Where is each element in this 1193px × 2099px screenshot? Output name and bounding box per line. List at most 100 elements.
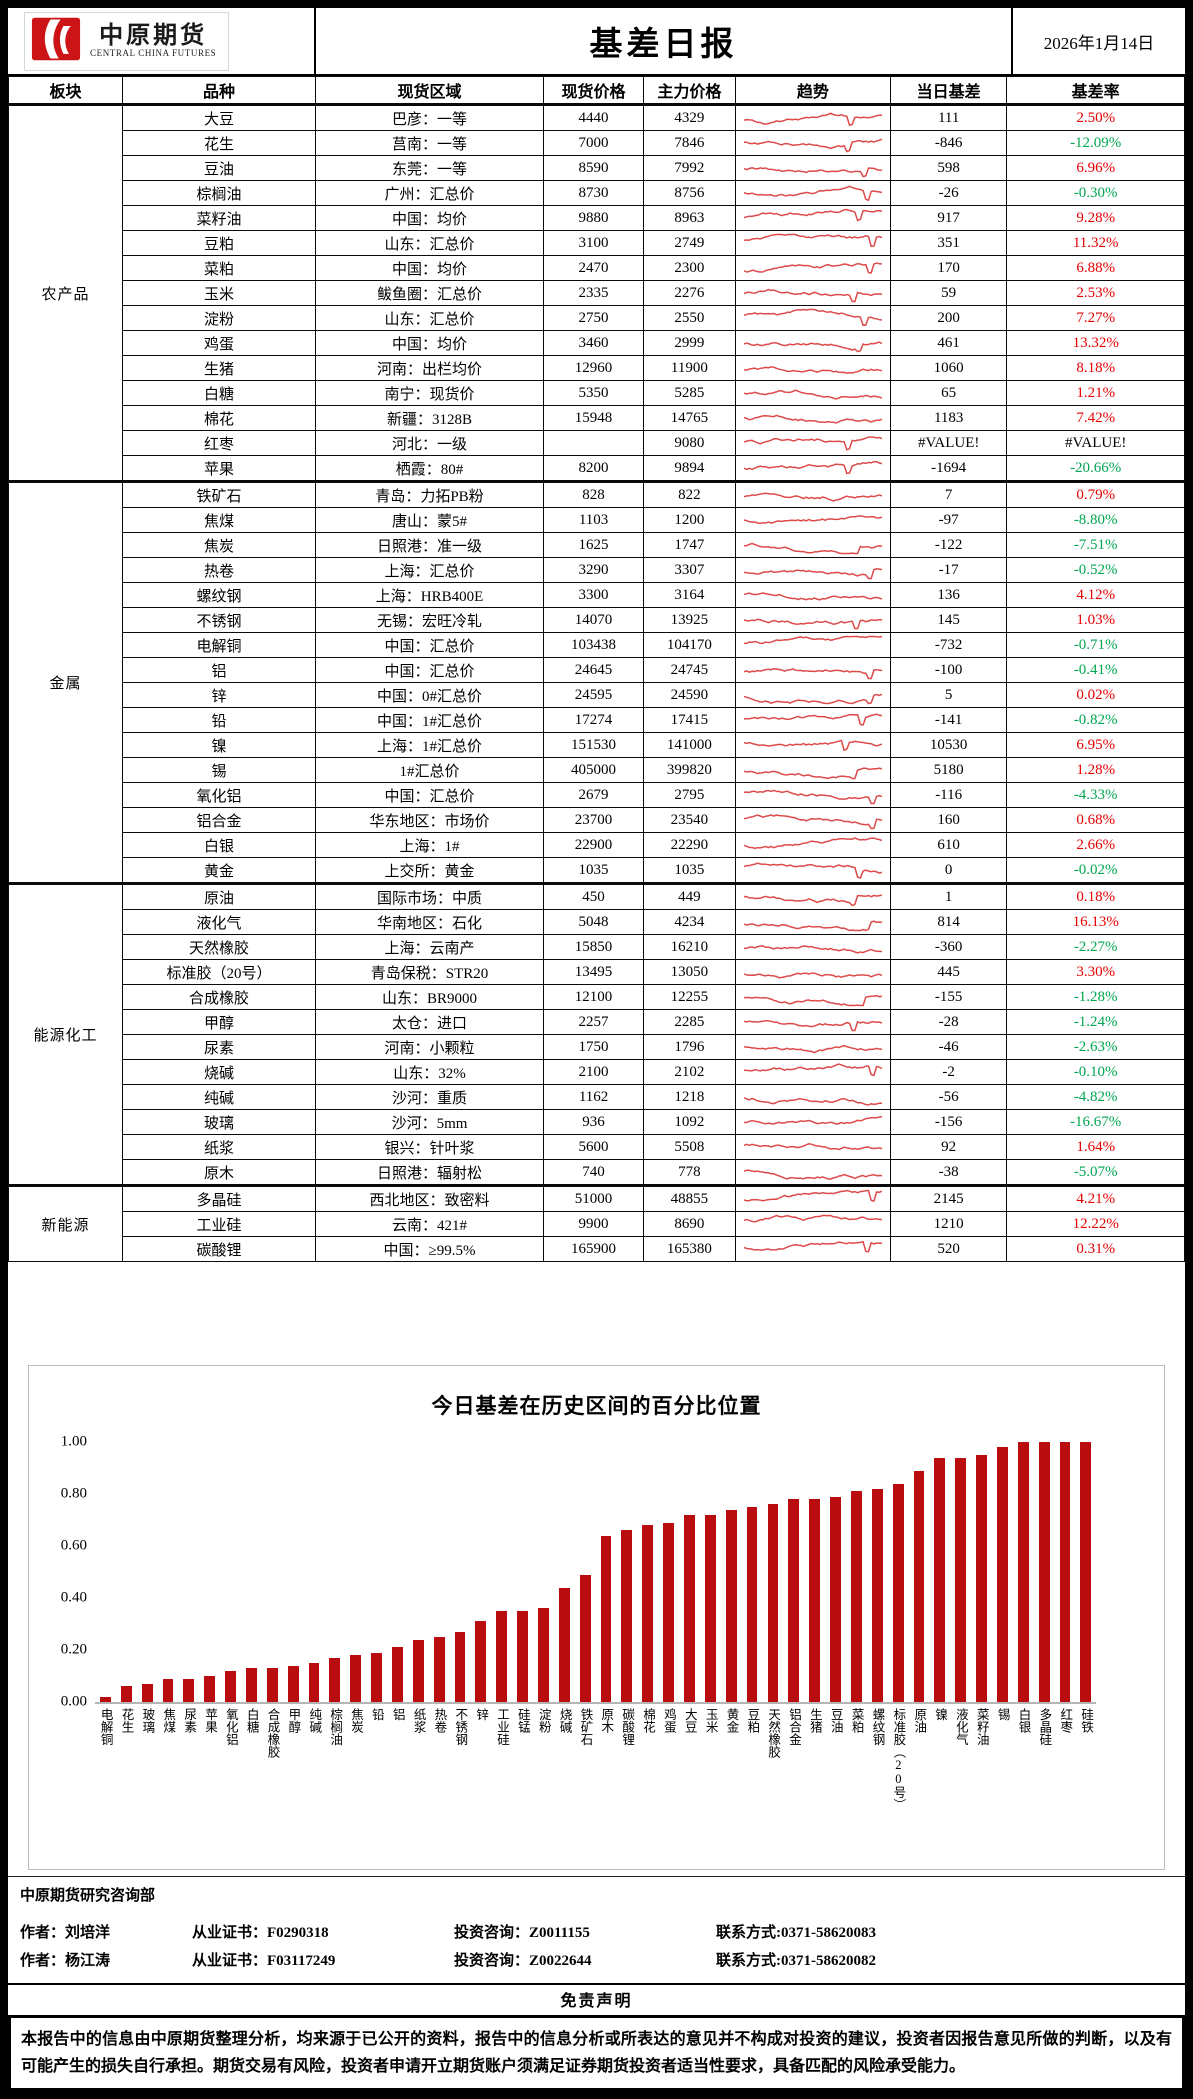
chart-bar bbox=[850, 1490, 862, 1702]
cell-main-price: 3164 bbox=[643, 582, 736, 608]
sector-label: 农产品 bbox=[8, 103, 124, 482]
chart-bar bbox=[329, 1657, 341, 1702]
cell-spot-price: 828 bbox=[543, 480, 645, 508]
cell-variety: 生猪 bbox=[122, 355, 316, 381]
cell-daily-basis: 145 bbox=[889, 607, 1008, 633]
cell-daily-basis: -156 bbox=[889, 1109, 1008, 1135]
cell-daily-basis: -26 bbox=[889, 180, 1008, 206]
cell-daily-basis: -46 bbox=[889, 1034, 1008, 1060]
trend-sparkline bbox=[734, 707, 891, 733]
report-date: 2026年1月14日 bbox=[1043, 33, 1155, 53]
cell-basis-rate: -4.82% bbox=[1006, 1084, 1185, 1110]
cell-main-price: 48855 bbox=[643, 1184, 736, 1212]
chart-bar bbox=[704, 1514, 716, 1702]
cell-daily-basis: -2 bbox=[889, 1059, 1008, 1085]
cell-variety: 玻璃 bbox=[122, 1109, 316, 1135]
y-axis-tick: 0.00 bbox=[60, 1693, 87, 1710]
cell-daily-basis: 7 bbox=[889, 480, 1008, 508]
chart-bar bbox=[1059, 1441, 1071, 1702]
cell-variety: 液化气 bbox=[122, 909, 316, 935]
cell-region: 广州：汇总价 bbox=[314, 180, 545, 206]
chart-x-label: 锌 bbox=[474, 1707, 489, 1721]
cell-region: 山东：BR9000 bbox=[314, 984, 545, 1010]
chart-bar-slot bbox=[700, 1442, 721, 1702]
table-row: 黄金 上交所：黄金 1035 1035 0 -0.02% bbox=[9, 857, 1185, 884]
author-row: 作者：杨江涛 从业证书：F03117249 投资咨询：Z0022644 联系方式:03… bbox=[20, 1949, 1173, 1970]
chart-x-label: 标准胶（20号） bbox=[891, 1707, 906, 1811]
chart-bar bbox=[371, 1652, 383, 1702]
cell-main-price: 23540 bbox=[643, 807, 736, 833]
chart-bar bbox=[392, 1646, 403, 1702]
cell-daily-basis: 170 bbox=[889, 255, 1008, 281]
chart-x-label: 氧化铝 bbox=[223, 1707, 238, 1746]
cell-daily-basis: -116 bbox=[889, 782, 1008, 808]
cell-basis-rate: -8.80% bbox=[1006, 507, 1185, 533]
chart-x-label: 棕榈油 bbox=[328, 1707, 343, 1746]
chart-bar-slot bbox=[283, 1442, 304, 1702]
chart-bar bbox=[642, 1524, 654, 1702]
cell-region: 青岛：力拓PB粉 bbox=[314, 480, 545, 508]
cell-daily-basis: -141 bbox=[889, 707, 1008, 733]
spacer bbox=[8, 1262, 1185, 1365]
trend-sparkline bbox=[734, 230, 891, 256]
chart-bar bbox=[558, 1587, 570, 1702]
cell-basis-rate: -20.66% bbox=[1006, 455, 1185, 482]
cell-daily-basis: 92 bbox=[889, 1134, 1008, 1160]
cell-main-price: 9894 bbox=[643, 455, 736, 482]
cell-variety: 黄金 bbox=[122, 857, 316, 884]
trend-sparkline bbox=[734, 607, 891, 633]
cell-variety: 镍 bbox=[122, 732, 316, 758]
trend-sparkline bbox=[734, 1184, 891, 1212]
trend-sparkline bbox=[734, 657, 891, 683]
table-row: 铅中国：1#汇总价 17274 17415 -141 -0.82% bbox=[9, 707, 1185, 733]
trend-sparkline bbox=[734, 959, 891, 985]
cell-spot-price: 17274 bbox=[543, 707, 645, 733]
trend-sparkline bbox=[734, 1159, 891, 1186]
chart-x-label: 甲醇 bbox=[286, 1707, 301, 1733]
cell-daily-basis: 5180 bbox=[889, 757, 1008, 783]
cell-region: 鲅鱼圈：汇总价 bbox=[314, 280, 545, 306]
chart-bar bbox=[725, 1509, 737, 1702]
chart-x-label: 红枣 bbox=[1058, 1707, 1073, 1733]
trend-sparkline bbox=[734, 832, 891, 858]
cell-region: 华南地区：石化 bbox=[314, 909, 545, 935]
table-row: 花生 莒南：一等 7000 7846 -846 -12.09% bbox=[9, 130, 1185, 156]
cell-basis-rate: -0.52% bbox=[1006, 557, 1185, 583]
cell-variety: 棉花 bbox=[122, 405, 316, 431]
company-logo-icon bbox=[31, 16, 81, 67]
chart-bar bbox=[746, 1506, 758, 1702]
cell-region: 西北地区：致密料 bbox=[314, 1184, 545, 1212]
trend-sparkline bbox=[734, 782, 891, 808]
chart-bar-slot bbox=[721, 1442, 742, 1702]
table-row: 碳酸锂 中国：≥99.5% 165900 165380 520 0.31% bbox=[9, 1236, 1185, 1262]
department-name: 中原期货研究咨询部 bbox=[20, 1887, 156, 1904]
cell-region: 栖霞：80# bbox=[314, 455, 545, 482]
cell-daily-basis: 136 bbox=[889, 582, 1008, 608]
cell-spot-price: 9880 bbox=[543, 205, 645, 231]
cell-region: 山东：32% bbox=[314, 1059, 545, 1085]
cell-region: 唐山：蒙5# bbox=[314, 507, 545, 533]
cell-basis-rate: -16.67% bbox=[1006, 1109, 1185, 1135]
chart-bar bbox=[1038, 1441, 1050, 1702]
cell-variety: 淀粉 bbox=[122, 305, 316, 331]
chart-x-label: 螺纹钢 bbox=[870, 1707, 885, 1746]
cell-daily-basis: #VALUE! bbox=[889, 430, 1008, 456]
chart-bar-slot bbox=[408, 1442, 429, 1702]
cell-main-price: 4329 bbox=[643, 103, 736, 131]
trend-sparkline bbox=[734, 1134, 891, 1160]
trend-sparkline bbox=[734, 355, 891, 381]
chart-x-label: 纯碱 bbox=[307, 1707, 322, 1733]
cell-region: 银兴：针叶浆 bbox=[314, 1134, 545, 1160]
chart-x-label: 大豆 bbox=[682, 1707, 697, 1733]
cell-spot-price: 22900 bbox=[543, 832, 645, 858]
chart-bar-slot bbox=[241, 1442, 262, 1702]
cell-daily-basis: -155 bbox=[889, 984, 1008, 1010]
table-row: 电解铜 中国：汇总价 103438 104170 -732 -0.71% bbox=[9, 632, 1185, 658]
cell-spot-price: 2257 bbox=[543, 1009, 645, 1035]
trend-sparkline bbox=[734, 857, 891, 884]
chart-bar-slot bbox=[575, 1442, 596, 1702]
chart-bar bbox=[120, 1685, 132, 1702]
chart-x-label: 尿素 bbox=[182, 1707, 197, 1733]
trend-sparkline bbox=[734, 1084, 891, 1110]
cell-variety: 甲醇 bbox=[122, 1009, 316, 1035]
